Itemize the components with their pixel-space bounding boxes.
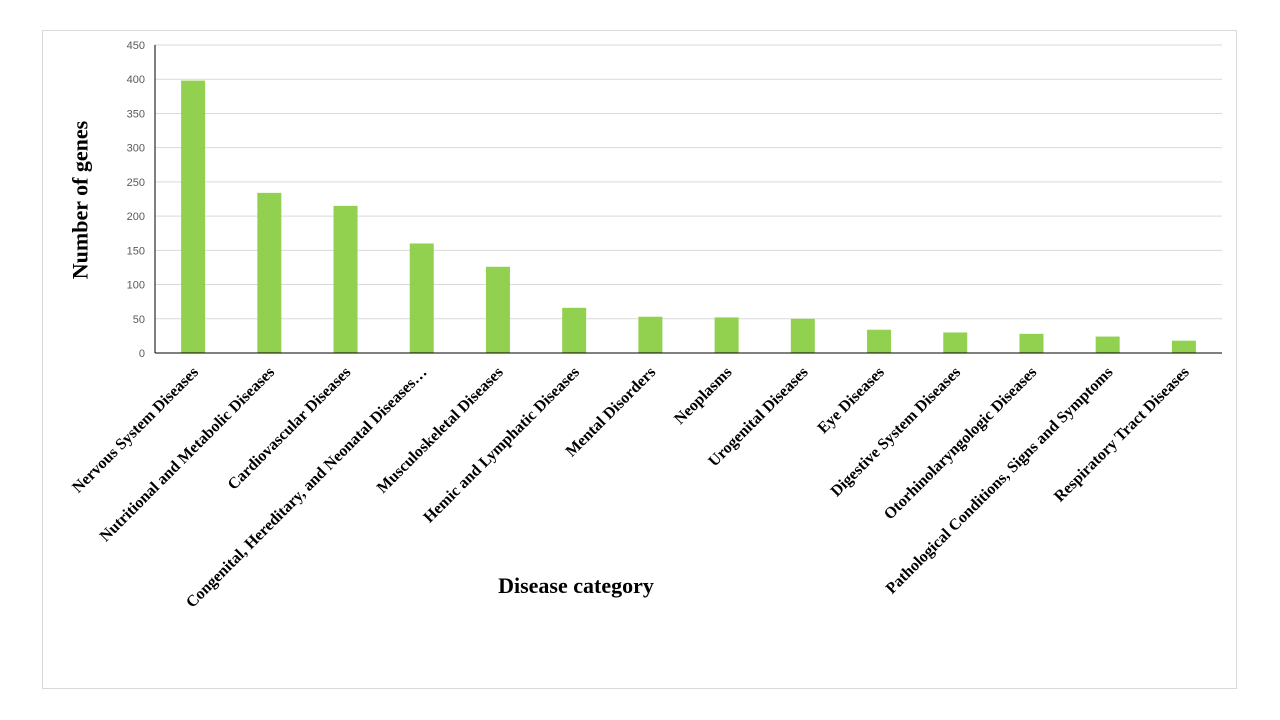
x-tick-label: Neoplasms [671,364,735,428]
chart-frame [42,30,1237,689]
y-tick-label: 0 [139,348,145,360]
x-tick-label: Digestive System Diseases [828,364,964,500]
x-axis-title: Disease category [498,573,654,598]
bar [485,266,510,353]
y-tick-label: 400 [127,74,145,86]
x-tick-label: Cardiovascular Diseases [225,364,355,494]
bar [1019,333,1044,353]
y-tick-label: 350 [127,108,145,120]
bar [1095,336,1120,353]
y-tick-label: 300 [127,143,145,155]
y-tick-label: 450 [127,40,145,52]
bar [257,192,282,353]
x-tick-label: Nervous System Diseases [69,364,202,497]
bar [867,329,892,353]
bar [1171,340,1196,353]
y-tick-label: 100 [127,280,145,292]
bar [714,317,739,353]
x-tick-label: Respiratory Tract Diseases [1051,364,1193,506]
bar [409,243,434,353]
x-tick-label: Hemic and Lymphatic Diseases [420,364,583,527]
x-tick-label: Musculoskeletal Diseases [374,364,507,497]
bar [638,316,663,353]
bars [181,80,1196,353]
y-axis-title: Number of genes [68,120,93,279]
bar [790,318,815,353]
y-tick-label: 50 [133,314,145,326]
x-tick-label: Eye Diseases [815,364,888,437]
gridlines [155,44,1222,320]
x-tick-label: Otorhinolaryngologic Diseases [881,364,1040,523]
bar [943,332,968,353]
y-tick-labels: 0 50 100 150 200 250 300 350 400 450 [127,40,145,360]
y-tick-label: 200 [127,211,145,223]
bar [181,80,206,353]
bar [333,205,358,353]
y-tick-label: 250 [127,177,145,189]
bar [562,307,587,353]
y-tick-label: 150 [127,245,145,257]
